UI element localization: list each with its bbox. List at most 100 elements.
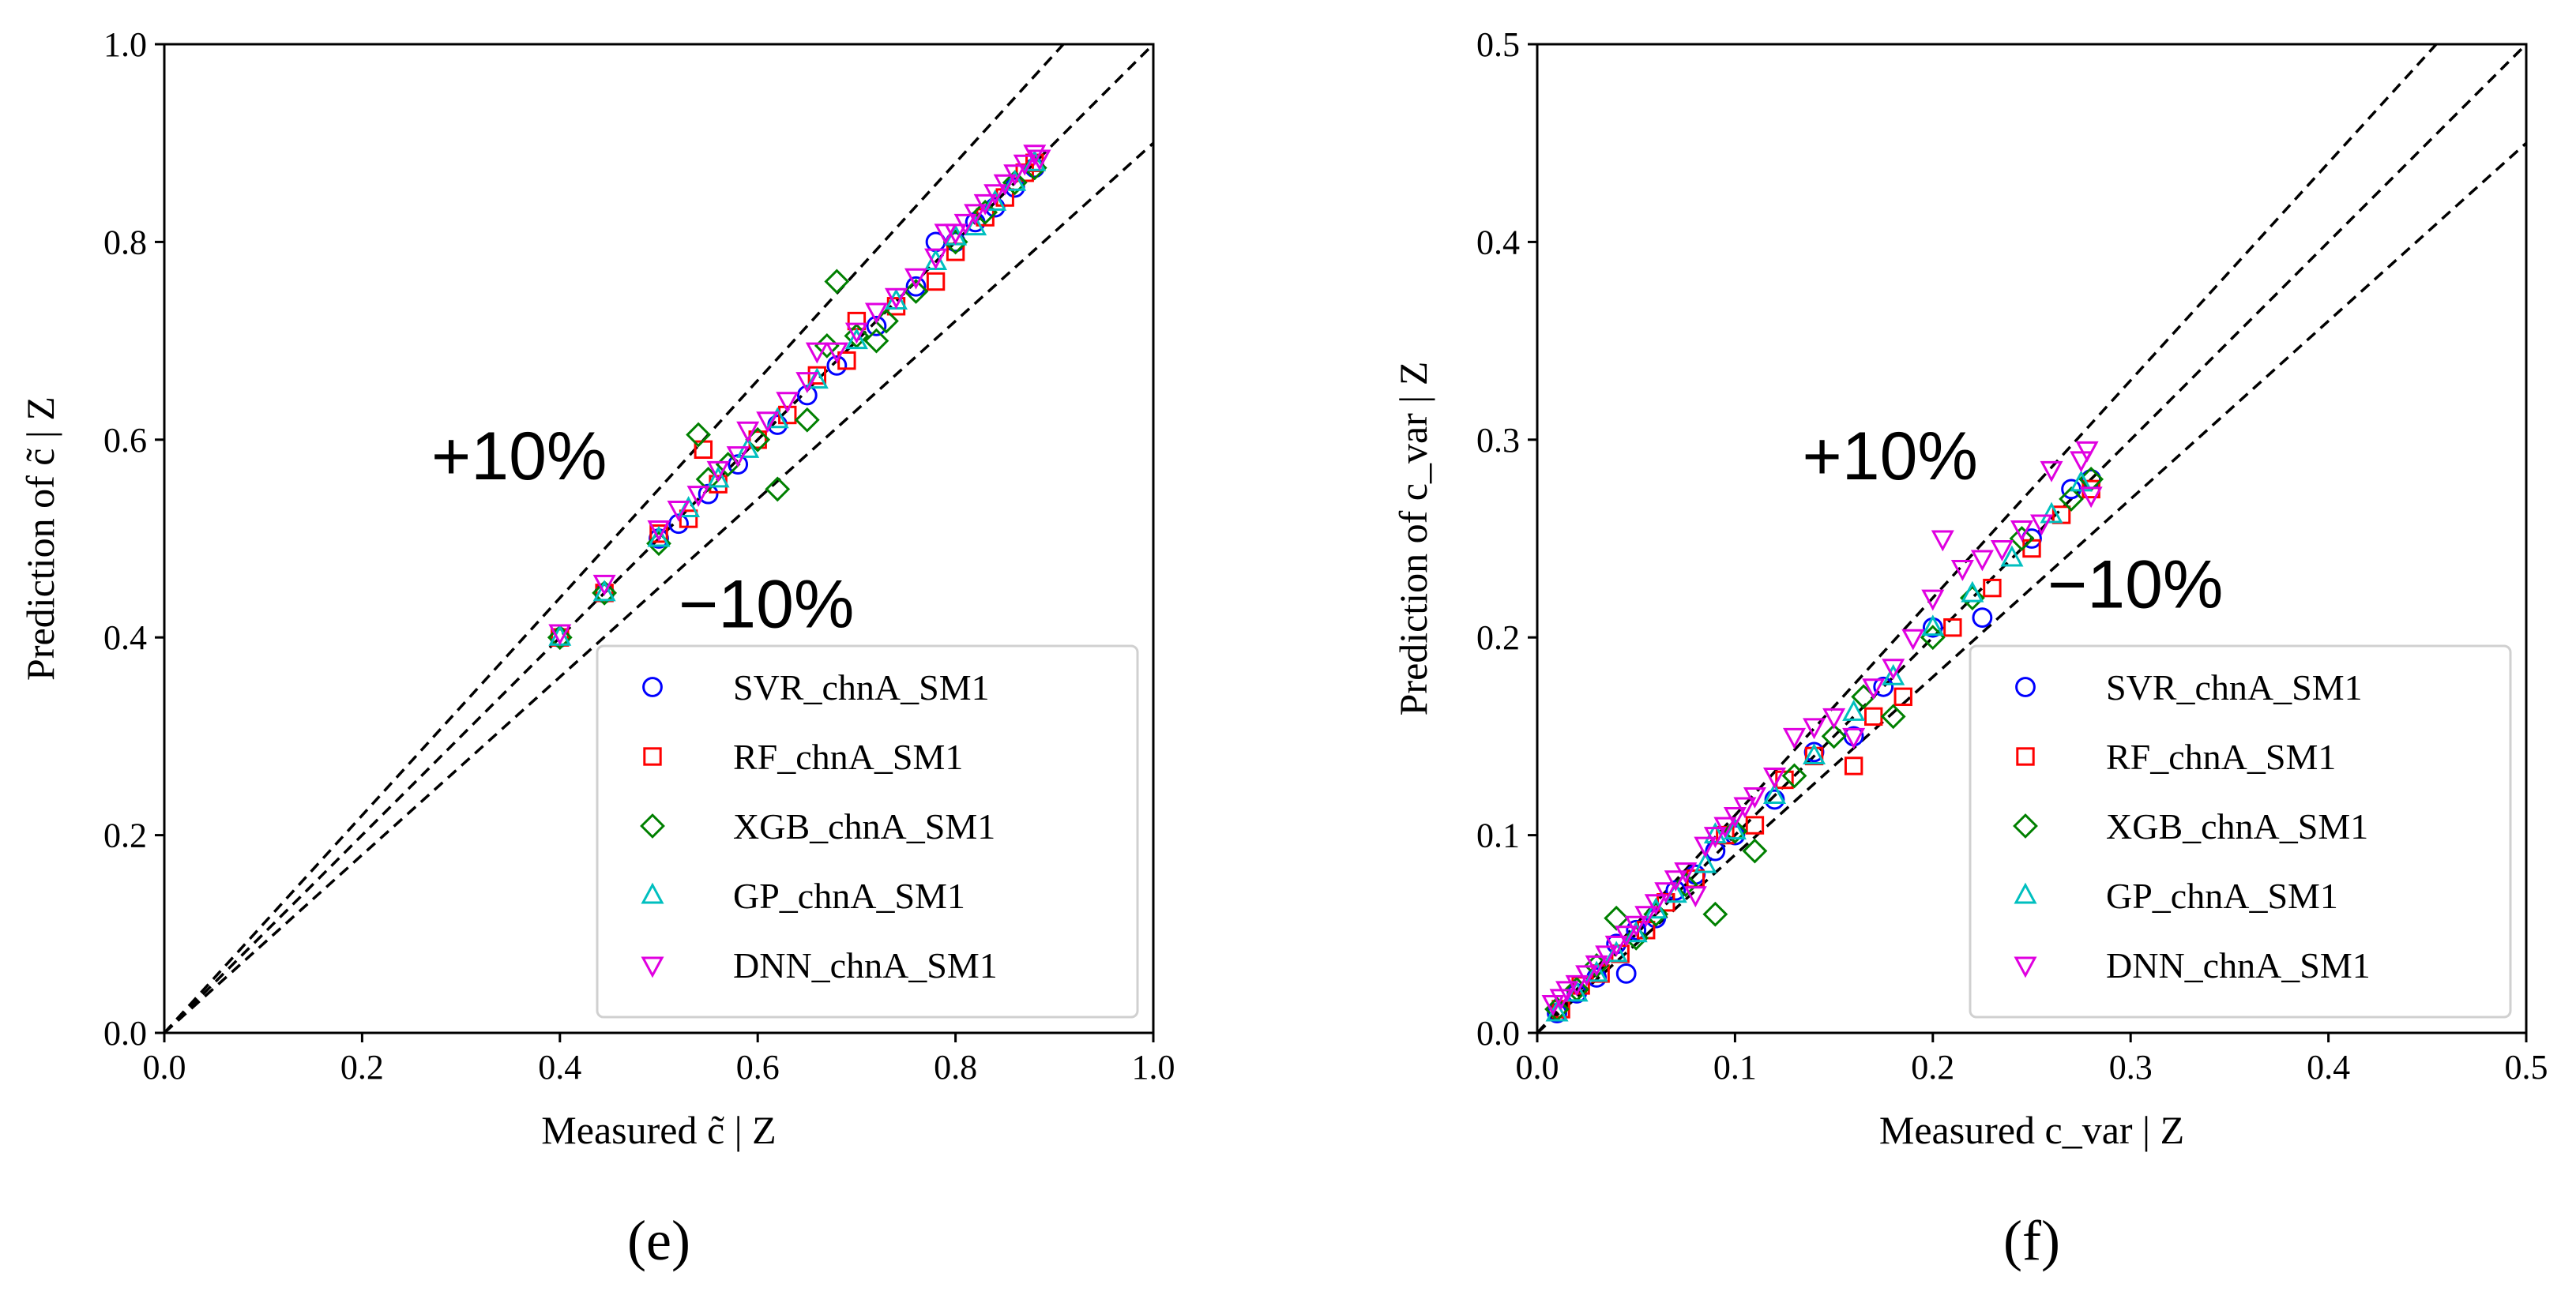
data-point-dnn — [1028, 149, 1051, 171]
data-point-dnn — [944, 223, 968, 246]
data-point-gp — [1723, 818, 1747, 840]
data-point-dnn — [924, 248, 948, 270]
data-point-dnn — [1970, 550, 1994, 572]
legend-label-svr: SVR_chnA_SM1 — [733, 667, 990, 708]
data-point-xgb — [1623, 925, 1649, 951]
legend-marker-gp — [641, 882, 664, 904]
data-point-gp — [983, 189, 1007, 211]
data-point-xgb — [1722, 818, 1748, 844]
x-tick-label: 0.1 — [1713, 1048, 1757, 1087]
legend-marker-gp — [2014, 882, 2037, 904]
panel-e: 0.0 0.2 0.4 0.6 0.8 1.0 0.0 0.2 0.4 0.6 0.8 1.0 Meas… — [18, 25, 1175, 1272]
legend-marker-svr — [642, 677, 663, 697]
plot-frame — [1536, 43, 2528, 1034]
x-tick-label: 1.0 — [1132, 1048, 1175, 1087]
legend-label-rf: RF_chnA_SM1 — [733, 737, 963, 777]
data-point-dnn — [686, 486, 710, 508]
data-point-gp — [706, 466, 730, 488]
data-point-xgb — [2059, 486, 2085, 512]
data-point-xgb — [1672, 872, 1698, 898]
data-point-gp — [805, 367, 829, 389]
data-point-gp — [592, 580, 616, 602]
data-point-xgb — [2009, 526, 2035, 551]
data-point-xgb — [1821, 723, 1847, 749]
data-point-dnn — [844, 322, 868, 344]
data-point-xgb — [863, 328, 889, 354]
data-point-xgb — [1781, 763, 1807, 789]
data-point-dnn — [1842, 727, 1866, 749]
data-point-dnn — [993, 174, 1017, 196]
data-point-gp — [2070, 470, 2093, 492]
data-point-gp — [1921, 614, 1945, 636]
data-point-gp — [647, 525, 671, 547]
data-point-gp — [677, 496, 701, 517]
data-point-dnn — [904, 268, 928, 290]
x-tick-label: 0.2 — [1911, 1048, 1954, 1087]
data-point-rf — [807, 366, 827, 385]
data-point-dnn — [1624, 915, 1648, 937]
y-tick-label: 0.5 — [1476, 25, 1520, 64]
data-point-xgb — [824, 268, 850, 295]
panel-label: (f) — [2003, 1209, 2060, 1272]
data-point-xgb — [1604, 905, 1630, 931]
x-tick-label: 0.2 — [340, 1048, 384, 1087]
data-point-gp — [844, 328, 868, 350]
data-point-rf — [679, 509, 698, 528]
data-point-dnn — [1822, 708, 1846, 730]
data-point-gp — [1842, 699, 1866, 721]
data-point-dnn — [1882, 659, 1905, 681]
x-tick-label: 0.4 — [538, 1048, 581, 1087]
data-point-dnn — [776, 392, 799, 414]
data-point-dnn — [1733, 797, 1757, 819]
data-point-rf — [649, 524, 668, 543]
data-point-gp — [1585, 960, 1608, 982]
data-point-dnn — [1862, 678, 1886, 700]
data-point-dnn — [964, 204, 987, 226]
data-point-dnn — [1990, 540, 2014, 561]
y-tick-label: 0.0 — [103, 1014, 147, 1053]
reference-line-plus-10 — [164, 44, 1065, 1033]
data-point-dnn — [1674, 862, 1698, 884]
data-point-gp — [1624, 921, 1648, 943]
data-point-gp — [1703, 822, 1727, 844]
data-point-dnn — [706, 460, 730, 482]
legend-marker-xgb — [2013, 813, 2038, 839]
data-point-gp — [1762, 783, 1786, 805]
data-point-dnn — [864, 302, 888, 325]
data-point-dnn — [2070, 451, 2093, 473]
data-point-xgb — [814, 332, 840, 359]
reference-line-minus-10 — [1537, 141, 2526, 1033]
data-point-xgb — [1742, 838, 1768, 864]
data-point-dnn — [1615, 925, 1638, 948]
data-point-svr — [1873, 676, 1894, 697]
data-point-dnn — [1541, 994, 1565, 1016]
x-tick-label: 0.4 — [2307, 1048, 2350, 1087]
panel-label: (e) — [627, 1209, 690, 1272]
data-point-rf — [1943, 618, 1962, 637]
data-point-dnn — [667, 500, 690, 522]
data-point-svr — [866, 315, 887, 336]
minus-10-percent-label: −10% — [679, 567, 854, 643]
data-point-dnn — [736, 421, 760, 443]
reference-line-minus-10 — [164, 141, 1153, 1033]
data-point-dnn — [1931, 530, 1954, 552]
legend-label-xgb: XGB_chnA_SM1 — [733, 806, 995, 847]
data-point-gp — [1604, 940, 1628, 963]
data-point-svr — [1615, 963, 1637, 984]
data-point-xgb — [1880, 704, 1906, 730]
x-axis-label: Measured c_var | Z — [1879, 1108, 2184, 1152]
data-point-rf — [1844, 756, 1863, 775]
x-tick-label: 0.5 — [2505, 1048, 2548, 1087]
data-point-gp — [2000, 545, 2024, 567]
data-point-dnn — [1565, 974, 1589, 997]
data-point-svr — [1665, 880, 1687, 901]
data-point-xgb — [686, 422, 712, 448]
data-point-dnn — [2030, 514, 2054, 536]
data-point-xgb — [903, 279, 929, 304]
x-tick-label: 0.0 — [1516, 1048, 1559, 1087]
data-point-dnn — [825, 342, 848, 364]
y-tick-label: 0.4 — [1476, 223, 1520, 261]
y-tick-label: 0.4 — [103, 618, 147, 657]
data-point-gp — [1003, 169, 1027, 191]
